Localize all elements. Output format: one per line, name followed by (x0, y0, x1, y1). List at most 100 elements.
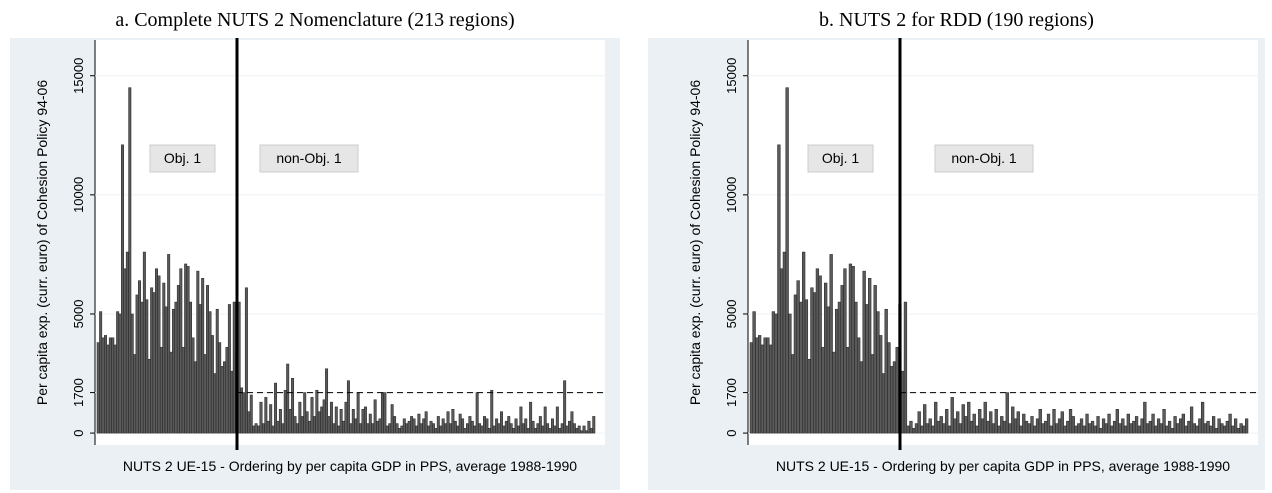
bar (1167, 420, 1172, 434)
bar (587, 420, 591, 434)
bar (826, 306, 831, 434)
bar (964, 416, 968, 434)
bar (320, 406, 324, 434)
bar (1178, 418, 1183, 434)
annotation-box (934, 144, 1034, 173)
bar (840, 285, 844, 434)
bar (1220, 423, 1224, 434)
bar (1035, 418, 1040, 434)
bar (956, 411, 960, 434)
bar (887, 342, 891, 434)
bar (821, 347, 825, 434)
bar (303, 392, 307, 434)
bar (870, 354, 875, 434)
bar (1022, 413, 1026, 434)
bar (577, 425, 581, 434)
bar (456, 425, 460, 434)
bar (543, 406, 547, 434)
bar (1159, 423, 1163, 434)
panel-a: a. Complete NUTS 2 Nomenclature (213 reg… (10, 9, 620, 490)
y-tick-label: 5000 (724, 300, 739, 329)
bar (958, 423, 963, 434)
bar (305, 411, 309, 434)
bar (1217, 418, 1221, 434)
bar (901, 370, 905, 434)
bar (363, 406, 367, 434)
bar (249, 394, 253, 434)
bar (914, 423, 919, 434)
annotation-box (149, 144, 216, 173)
bar (261, 423, 265, 434)
bar (1046, 413, 1051, 434)
bar (1016, 411, 1020, 434)
bar (585, 430, 588, 434)
bar (483, 416, 486, 434)
bar (835, 308, 839, 434)
bar (546, 423, 550, 434)
bar (157, 275, 161, 434)
annotation: non-Obj. 1 (276, 150, 342, 166)
bar (344, 401, 348, 434)
bar (1170, 428, 1174, 434)
bar (402, 418, 406, 434)
bar (254, 423, 258, 434)
bar (568, 420, 571, 434)
bar (196, 270, 200, 434)
bar (271, 425, 275, 434)
bar (293, 416, 297, 434)
bar (295, 423, 299, 434)
bar (1156, 418, 1161, 434)
bar (315, 389, 319, 434)
bar (339, 409, 343, 434)
bar (824, 282, 828, 434)
bar (1118, 423, 1122, 434)
bar (815, 268, 820, 434)
bar (356, 392, 360, 434)
y-tick-label: 15000 (724, 58, 739, 94)
bar (967, 401, 971, 434)
bar (269, 404, 273, 434)
bar (242, 392, 246, 434)
bar (104, 335, 107, 434)
bar (782, 251, 787, 434)
annotation: Obj. 1 (822, 150, 860, 166)
bar (876, 311, 880, 434)
bar (563, 380, 567, 434)
bar (939, 416, 943, 434)
bar (259, 401, 263, 434)
bar (529, 401, 533, 434)
bar (865, 304, 869, 434)
bar (1019, 425, 1023, 434)
bar (1049, 425, 1053, 434)
bar (1173, 416, 1177, 434)
bar (507, 416, 511, 434)
bar (232, 301, 236, 434)
bar (167, 254, 171, 434)
bar (325, 368, 329, 434)
bar (434, 428, 438, 434)
bar (1041, 423, 1045, 434)
bar (140, 301, 144, 434)
bar (1088, 423, 1092, 434)
bar (771, 311, 776, 434)
bar (201, 277, 205, 434)
bar (514, 418, 518, 434)
bar (906, 425, 910, 434)
bar (1242, 425, 1246, 434)
bar (903, 301, 908, 434)
bar (1181, 413, 1185, 434)
bar (884, 308, 888, 434)
bar (804, 299, 809, 434)
bar (928, 418, 932, 434)
bar (208, 311, 212, 434)
bar (892, 361, 897, 434)
y-tick-label: 5000 (71, 300, 86, 329)
bar (101, 337, 105, 434)
y-tick-label: 1700 (71, 378, 86, 407)
bar (410, 416, 414, 434)
bar (1126, 413, 1130, 434)
bar (524, 418, 528, 434)
bar (298, 401, 302, 434)
bar (1107, 413, 1111, 434)
bar (1008, 423, 1012, 434)
